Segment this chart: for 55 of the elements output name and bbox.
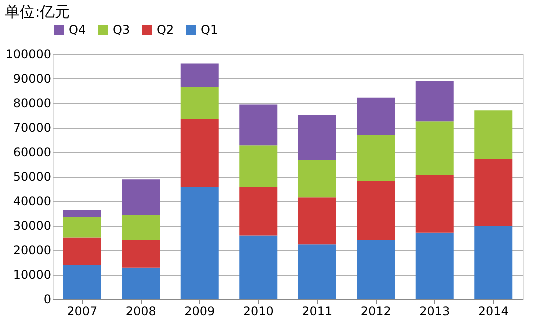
- y-tick-label: 30000: [13, 219, 52, 233]
- bar: [180, 87, 219, 120]
- legend-label: Q3: [113, 23, 130, 37]
- bar: [180, 188, 219, 299]
- bar: [122, 214, 160, 240]
- x-tick-label: 2008: [126, 304, 156, 318]
- legend-label: Q1: [201, 23, 218, 37]
- bar: [298, 244, 336, 299]
- bar: [240, 187, 278, 236]
- bar: [63, 210, 102, 218]
- bar: [416, 232, 454, 299]
- x-tick-label: 2012: [360, 304, 392, 318]
- bar: [474, 110, 513, 160]
- chart-title: 单位:亿元: [5, 3, 70, 21]
- y-tick-label: 20000: [13, 244, 52, 258]
- bar: [357, 240, 396, 299]
- bar: [180, 119, 219, 188]
- bar: [63, 238, 102, 266]
- bar: [416, 175, 454, 233]
- y-tick-label: 10000: [13, 268, 52, 282]
- y-tick-label: 90000: [13, 72, 52, 86]
- bar: [122, 180, 160, 215]
- bar: [240, 104, 278, 146]
- y-tick-label: 50000: [13, 170, 52, 184]
- bar: [298, 160, 336, 198]
- legend-label: Q4: [69, 23, 86, 37]
- legend-label: Q2: [157, 23, 174, 37]
- bar: [474, 159, 513, 226]
- bar: [180, 64, 219, 88]
- bar: [357, 98, 396, 136]
- bar: [474, 226, 513, 299]
- bar: [298, 198, 336, 245]
- bar: [357, 135, 396, 182]
- bar: [240, 146, 278, 188]
- bar: [122, 240, 160, 268]
- bar: [416, 122, 454, 176]
- bar: [240, 236, 278, 299]
- x-tick-label: 2011: [302, 304, 333, 318]
- y-tick-label: 40000: [13, 194, 52, 208]
- x-tick-label: 2010: [243, 304, 274, 318]
- bar: [63, 265, 102, 299]
- y-tick-label: 60000: [13, 146, 52, 160]
- y-tick-label: 80000: [13, 96, 52, 110]
- bar: [63, 217, 102, 238]
- bar: [357, 181, 396, 240]
- bar: [416, 80, 454, 122]
- x-tick-label: 2014: [478, 304, 509, 318]
- bar: [122, 268, 160, 299]
- y-tick-label: 100000: [6, 48, 52, 62]
- y-tick-label: 70000: [13, 121, 52, 135]
- x-tick-label: 2013: [420, 304, 450, 318]
- bar: [298, 115, 336, 160]
- y-tick-label: 0: [44, 292, 52, 306]
- x-tick-label: 2007: [67, 304, 98, 318]
- x-tick-label: 2009: [184, 304, 216, 318]
